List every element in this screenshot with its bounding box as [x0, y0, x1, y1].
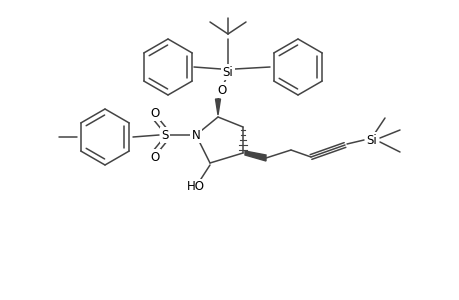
- Polygon shape: [245, 151, 265, 161]
- Text: O: O: [150, 106, 159, 119]
- Text: HO: HO: [187, 181, 205, 194]
- Text: Si: Si: [222, 65, 233, 79]
- Text: S: S: [161, 128, 168, 142]
- Polygon shape: [215, 99, 220, 115]
- Text: N: N: [191, 128, 200, 142]
- Text: Si: Si: [366, 134, 376, 146]
- Text: O: O: [217, 83, 226, 97]
- Text: O: O: [150, 151, 159, 164]
